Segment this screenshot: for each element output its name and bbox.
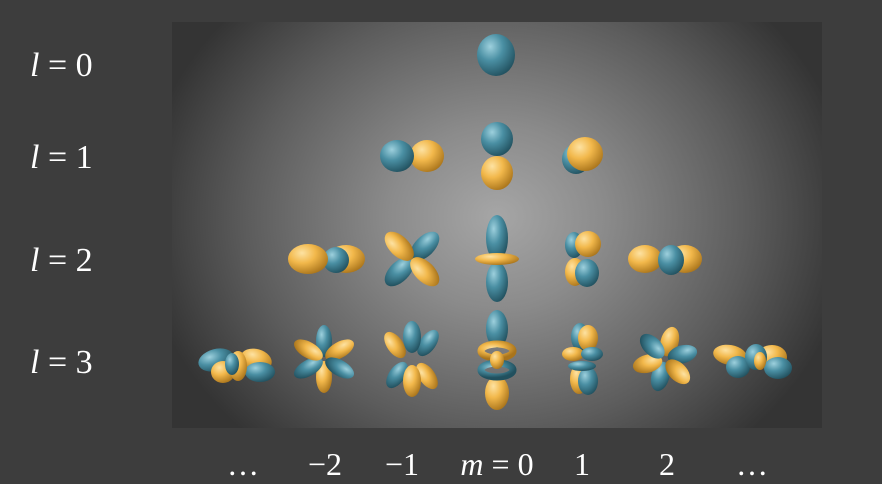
column-label-m0: m = 0	[460, 446, 533, 482]
orbital-l2-m1	[565, 231, 601, 287]
orbital-l3-m-neg1	[384, 321, 439, 397]
row-label-value: 0	[75, 47, 93, 84]
orbital-l3-m3	[713, 344, 792, 379]
row-label-eq: =	[39, 344, 76, 381]
column-label-m-neg1: −1	[385, 446, 419, 482]
row-label-eq: =	[39, 47, 76, 84]
row-label-l1: l = 1	[30, 138, 93, 178]
row-label-var: l	[30, 242, 40, 279]
orbital-l2-m0	[475, 215, 519, 302]
m-value: −2	[307, 446, 343, 482]
row-label-l3: l = 3	[30, 343, 93, 383]
m-value: 2	[659, 446, 675, 482]
orbital-l0-m0	[477, 34, 515, 76]
orbital-l1-m1	[562, 137, 603, 174]
column-label-left-ellipsis: …	[227, 446, 259, 482]
row-label-l0: l = 0	[30, 46, 93, 86]
column-label-right-ellipsis: …	[736, 446, 768, 482]
column-label-m2: 2	[659, 446, 675, 482]
row-label-value: 3	[75, 344, 93, 381]
row-label-value: 1	[75, 139, 93, 176]
orbital-l3-m0	[477, 310, 517, 410]
row-label-eq: =	[39, 242, 76, 279]
m-var: m	[460, 446, 484, 482]
orbital-l3-m-neg2	[293, 325, 355, 393]
orbital-l2-m-neg2	[288, 244, 365, 274]
column-label-m-neg2: −2	[308, 446, 342, 482]
orbital-l2-m2	[628, 245, 702, 275]
orbital-l1-m-neg1	[380, 140, 444, 172]
orbital-panel	[172, 22, 822, 428]
row-label-value: 2	[75, 242, 93, 279]
ellipsis-text: …	[736, 446, 768, 482]
ellipsis-text: …	[227, 446, 259, 482]
row-label-var: l	[30, 47, 40, 84]
orbital-diagram	[198, 34, 792, 410]
orbital-l3-m1	[562, 323, 603, 395]
m-eq: = 0	[483, 446, 534, 482]
row-label-var: l	[30, 139, 40, 176]
orbital-l3-m2	[632, 326, 698, 392]
m-value: 1	[574, 446, 590, 482]
row-label-eq: =	[39, 139, 76, 176]
orbital-l3-m-neg3	[198, 348, 275, 383]
row-label-l2: l = 2	[30, 241, 93, 281]
orbital-l1-m0	[481, 122, 513, 190]
column-label-m1: 1	[574, 446, 590, 482]
row-label-var: l	[30, 344, 40, 381]
orbital-l2-m-neg1	[384, 231, 440, 287]
m-value: −1	[384, 446, 420, 482]
